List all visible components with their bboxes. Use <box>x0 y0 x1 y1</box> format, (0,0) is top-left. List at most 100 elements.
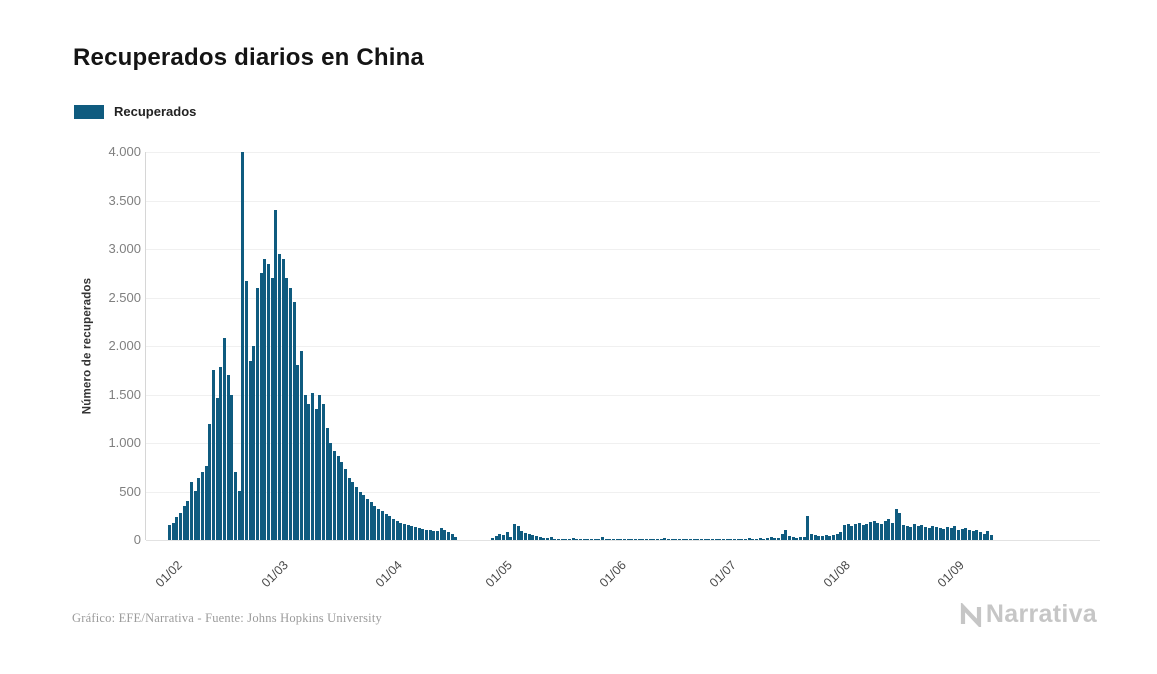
bar-recuperados[interactable] <box>204 466 208 540</box>
bar-recuperados[interactable] <box>744 538 748 540</box>
bar-recuperados[interactable] <box>241 152 245 540</box>
bar-recuperados[interactable] <box>223 338 227 540</box>
bar-recuperados[interactable] <box>417 528 421 540</box>
bar-recuperados[interactable] <box>674 539 678 540</box>
bar-recuperados[interactable] <box>402 524 406 540</box>
bar-recuperados[interactable] <box>256 287 260 540</box>
bar-recuperados[interactable] <box>230 394 234 540</box>
bar-recuperados[interactable] <box>608 539 612 540</box>
bar-recuperados[interactable] <box>872 520 876 540</box>
bar-recuperados[interactable] <box>707 539 711 540</box>
bar-recuperados[interactable] <box>190 481 194 540</box>
bar-recuperados[interactable] <box>685 539 689 540</box>
bar-recuperados[interactable] <box>322 404 326 540</box>
bar-recuperados[interactable] <box>450 534 454 540</box>
bar-recuperados[interactable] <box>894 508 898 540</box>
bar-recuperados[interactable] <box>333 450 337 540</box>
bar-recuperados[interactable] <box>751 538 755 540</box>
bar-recuperados[interactable] <box>307 404 311 540</box>
bar-recuperados[interactable] <box>667 539 671 540</box>
bar-recuperados[interactable] <box>399 522 403 540</box>
bar-recuperados[interactable] <box>259 273 263 540</box>
bar-recuperados[interactable] <box>523 533 527 540</box>
bar-recuperados[interactable] <box>171 522 175 540</box>
bar-recuperados[interactable] <box>329 443 333 540</box>
bar-recuperados[interactable] <box>545 538 549 540</box>
bar-recuperados[interactable] <box>656 539 660 540</box>
bar-recuperados[interactable] <box>795 537 799 540</box>
bar-recuperados[interactable] <box>391 518 395 540</box>
bar-recuperados[interactable] <box>549 537 553 540</box>
bar-recuperados[interactable] <box>490 538 494 540</box>
bar-recuperados[interactable] <box>252 346 256 540</box>
bar-recuperados[interactable] <box>923 527 927 540</box>
bar-recuperados[interactable] <box>237 490 241 540</box>
bar-recuperados[interactable] <box>670 539 674 540</box>
bar-recuperados[interactable] <box>571 538 575 540</box>
bar-recuperados[interactable] <box>267 263 271 540</box>
bar-recuperados[interactable] <box>292 302 296 540</box>
bar-recuperados[interactable] <box>388 515 392 540</box>
bar-recuperados[interactable] <box>920 525 924 540</box>
legend-item-recuperados[interactable]: Recuperados <box>74 104 196 119</box>
bar-recuperados[interactable] <box>186 501 190 540</box>
bar-recuperados[interactable] <box>384 513 388 540</box>
bar-recuperados[interactable] <box>784 530 788 540</box>
bar-recuperados[interactable] <box>890 522 894 540</box>
bar-recuperados[interactable] <box>986 531 990 540</box>
bar-recuperados[interactable] <box>351 481 355 540</box>
bar-recuperados[interactable] <box>846 523 850 540</box>
bar-recuperados[interactable] <box>234 472 238 540</box>
bar-recuperados[interactable] <box>509 537 513 540</box>
bar-recuperados[interactable] <box>652 539 656 540</box>
bar-recuperados[interactable] <box>681 539 685 540</box>
bar-recuperados[interactable] <box>604 539 608 540</box>
bar-recuperados[interactable] <box>810 534 814 540</box>
bar-recuperados[interactable] <box>876 522 880 540</box>
bar-recuperados[interactable] <box>821 536 825 540</box>
bar-recuperados[interactable] <box>516 526 520 540</box>
bar-recuperados[interactable] <box>586 539 590 540</box>
bar-recuperados[interactable] <box>736 539 740 540</box>
bar-recuperados[interactable] <box>971 531 975 540</box>
bar-recuperados[interactable] <box>949 528 953 540</box>
bar-recuperados[interactable] <box>435 531 439 540</box>
bar-recuperados[interactable] <box>766 538 770 540</box>
bar-recuperados[interactable] <box>208 423 212 540</box>
bar-recuperados[interactable] <box>887 518 891 540</box>
bar-recuperados[interactable] <box>498 534 502 540</box>
bar-recuperados[interactable] <box>168 525 171 540</box>
bar-recuperados[interactable] <box>578 539 582 540</box>
bar-recuperados[interactable] <box>560 539 564 540</box>
bar-recuperados[interactable] <box>678 539 682 540</box>
bar-recuperados[interactable] <box>718 539 722 540</box>
bar-recuperados[interactable] <box>722 539 726 540</box>
bar-recuperados[interactable] <box>956 530 960 540</box>
bar-recuperados[interactable] <box>564 539 568 540</box>
bar-recuperados[interactable] <box>942 529 946 540</box>
bar-recuperados[interactable] <box>659 539 663 540</box>
bar-recuperados[interactable] <box>619 539 623 540</box>
bar-recuperados[interactable] <box>835 534 839 540</box>
bar-recuperados[interactable] <box>538 537 542 540</box>
bar-recuperados[interactable] <box>641 539 645 540</box>
bar-recuperados[interactable] <box>245 281 249 540</box>
bar-recuperados[interactable] <box>395 520 399 540</box>
bar-recuperados[interactable] <box>953 526 957 540</box>
bar-recuperados[interactable] <box>780 534 784 540</box>
bar-recuperados[interactable] <box>931 526 935 540</box>
bar-recuperados[interactable] <box>311 392 315 540</box>
bar-recuperados[interactable] <box>637 538 641 540</box>
bar-recuperados[interactable] <box>534 536 538 540</box>
bar-recuperados[interactable] <box>755 539 759 540</box>
bar-recuperados[interactable] <box>806 515 810 540</box>
bar-recuperados[interactable] <box>303 394 307 540</box>
bar-recuperados[interactable] <box>714 539 718 540</box>
bar-recuperados[interactable] <box>879 524 883 540</box>
bar-recuperados[interactable] <box>226 375 230 540</box>
bar-recuperados[interactable] <box>615 539 619 540</box>
bar-recuperados[interactable] <box>567 539 571 540</box>
bar-recuperados[interactable] <box>553 538 557 540</box>
bar-recuperados[interactable] <box>832 535 836 540</box>
bar-recuperados[interactable] <box>839 532 843 540</box>
